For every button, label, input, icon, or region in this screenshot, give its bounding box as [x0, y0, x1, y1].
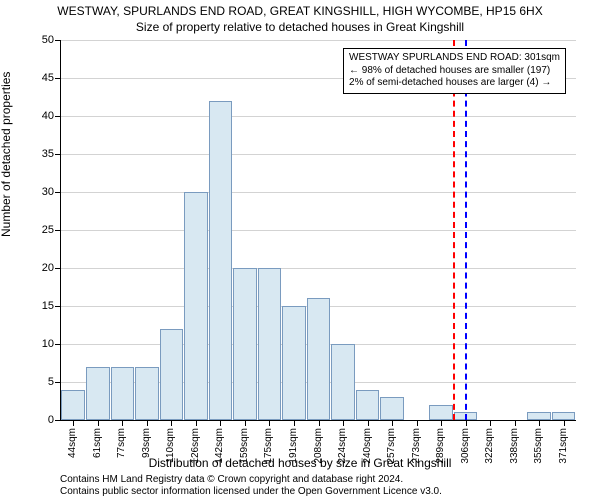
y-tick-label: 25: [42, 224, 54, 236]
y-tick-label: 35: [42, 148, 54, 160]
x-tick: [269, 420, 270, 426]
marker-line: [465, 40, 467, 420]
x-tick: [171, 420, 172, 426]
histogram-bar: [184, 192, 208, 420]
histogram-bar: [356, 390, 380, 420]
y-tick-label: 20: [42, 262, 54, 274]
grid-line: [61, 230, 576, 231]
histogram-bar: [307, 298, 331, 420]
y-tick-label: 0: [48, 414, 54, 426]
y-tick: [55, 192, 61, 193]
y-tick: [55, 154, 61, 155]
y-tick-label: 30: [42, 186, 54, 198]
x-tick: [539, 420, 540, 426]
x-tick: [564, 420, 565, 426]
x-tick: [417, 420, 418, 426]
grid-line: [61, 40, 576, 41]
x-tick: [220, 420, 221, 426]
plot-area: 0510152025303540455044sqm61sqm77sqm93sqm…: [60, 40, 576, 421]
y-tick-label: 15: [42, 300, 54, 312]
histogram-bar: [111, 367, 135, 420]
y-tick: [55, 382, 61, 383]
marker-line: [453, 40, 455, 420]
x-tick: [368, 420, 369, 426]
y-tick-label: 40: [42, 110, 54, 122]
annotation-box: WESTWAY SPURLANDS END ROAD: 301sqm← 98% …: [343, 48, 566, 94]
y-tick-label: 50: [42, 34, 54, 46]
x-tick: [122, 420, 123, 426]
histogram-bar: [233, 268, 257, 420]
x-tick: [392, 420, 393, 426]
x-tick: [319, 420, 320, 426]
histogram-bar: [86, 367, 110, 420]
histogram-bar: [429, 405, 453, 420]
histogram-bar: [527, 412, 551, 420]
y-tick-label: 5: [48, 376, 54, 388]
grid-line: [61, 268, 576, 269]
x-tick: [343, 420, 344, 426]
histogram-bar: [331, 344, 355, 420]
y-tick: [55, 420, 61, 421]
annotation-line: WESTWAY SPURLANDS END ROAD: 301sqm: [349, 52, 560, 65]
grid-line: [61, 192, 576, 193]
y-tick: [55, 306, 61, 307]
chart-subtitle: Size of property relative to detached ho…: [0, 20, 600, 34]
x-tick: [294, 420, 295, 426]
y-axis-title: Number of detached properties: [0, 72, 13, 237]
x-tick: [98, 420, 99, 426]
grid-line: [61, 154, 576, 155]
x-tick: [466, 420, 467, 426]
y-tick: [55, 268, 61, 269]
histogram-bar: [160, 329, 184, 420]
y-tick: [55, 116, 61, 117]
annotation-line: 2% of semi-detached houses are larger (4…: [349, 77, 560, 90]
histogram-bar: [258, 268, 282, 420]
annotation-line: ← 98% of detached houses are smaller (19…: [349, 65, 560, 78]
x-tick: [515, 420, 516, 426]
credit-line-1: Contains HM Land Registry data © Crown c…: [60, 474, 442, 486]
y-tick: [55, 230, 61, 231]
chart-title: WESTWAY, SPURLANDS END ROAD, GREAT KINGS…: [0, 4, 600, 18]
credit-line-2: Contains public sector information licen…: [60, 486, 442, 498]
y-tick: [55, 40, 61, 41]
y-tick-label: 45: [42, 72, 54, 84]
y-tick: [55, 344, 61, 345]
x-tick: [490, 420, 491, 426]
y-tick: [55, 78, 61, 79]
x-axis-title: Distribution of detached houses by size …: [0, 456, 600, 470]
histogram-bar: [380, 397, 404, 420]
y-tick-label: 10: [42, 338, 54, 350]
histogram-bar: [135, 367, 159, 420]
x-tick: [196, 420, 197, 426]
histogram-bar: [552, 412, 576, 420]
grid-line: [61, 116, 576, 117]
x-tick: [245, 420, 246, 426]
histogram-bar: [61, 390, 85, 420]
x-tick: [147, 420, 148, 426]
histogram-bar: [282, 306, 306, 420]
x-tick: [441, 420, 442, 426]
histogram-bar: [209, 101, 233, 420]
credit-text: Contains HM Land Registry data © Crown c…: [60, 474, 442, 498]
x-tick: [73, 420, 74, 426]
